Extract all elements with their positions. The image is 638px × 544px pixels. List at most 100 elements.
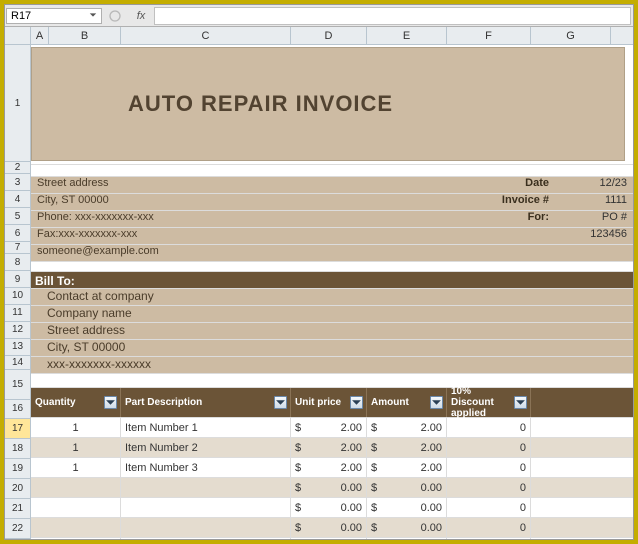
cell-amount[interactable]: $0.00 (367, 498, 447, 517)
row-header-20[interactable]: 20 (5, 479, 30, 499)
cell-desc[interactable] (121, 478, 291, 497)
cell-desc[interactable] (121, 498, 291, 517)
filter-dropdown-icon[interactable] (274, 396, 287, 409)
row-header-22[interactable]: 22 (5, 519, 30, 539)
row-header-21[interactable]: 21 (5, 499, 30, 519)
column-header-A[interactable]: A (31, 27, 49, 44)
cell-unitprice[interactable]: $0.00 (291, 498, 367, 517)
cell-discount[interactable]: 0 (447, 538, 531, 539)
cell-amount[interactable]: $2.00 (367, 438, 447, 457)
cell-discount[interactable]: 0 (447, 418, 531, 437)
row-header-17[interactable]: 17 (5, 419, 30, 439)
row-5: Phone: xxx-xxxxxxx-xxx For: PO # (31, 211, 633, 228)
sender-fax: Fax:xxx-xxxxxxx-xxx (31, 228, 137, 244)
row-header-11[interactable]: 11 (5, 305, 30, 322)
cell-desc[interactable]: Item Number 2 (121, 438, 291, 457)
cell-qty[interactable] (31, 538, 121, 539)
th-amount[interactable]: Amount (367, 388, 447, 417)
cell-qty[interactable] (31, 518, 121, 537)
sheet-area: 12345678910111213141516171819202122 AUTO… (5, 45, 633, 539)
cell-qty[interactable] (31, 478, 121, 497)
row-header-4[interactable]: 4 (5, 191, 30, 208)
row-header-9[interactable]: 9 (5, 271, 30, 288)
cell-qty[interactable] (31, 498, 121, 517)
cell-unitprice[interactable]: $2.00 (291, 418, 367, 437)
th-quantity[interactable]: Quantity (31, 388, 121, 417)
cell-amount[interactable]: $0.00 (367, 478, 447, 497)
th-unitprice[interactable]: Unit price (291, 388, 367, 417)
formula-input[interactable] (154, 7, 631, 25)
cell-discount[interactable]: 0 (447, 498, 531, 517)
filter-dropdown-icon[interactable] (430, 396, 443, 409)
row-header-6[interactable]: 6 (5, 225, 30, 242)
sender-citystate: City, ST 00000 (31, 194, 109, 210)
cell-desc[interactable]: Item Number 3 (121, 458, 291, 477)
table-row: 1Item Number 2$2.00$2.000 (31, 438, 633, 458)
column-header-G[interactable]: G (531, 27, 611, 44)
cell-discount[interactable]: 0 (447, 478, 531, 497)
billto-contact: Contact at company (31, 289, 633, 306)
row-header-1[interactable]: 1 (5, 45, 30, 162)
meta-for-label: For: (491, 211, 555, 227)
row-header-2[interactable]: 2 (5, 162, 30, 174)
row-1: AUTO REPAIR INVOICE (31, 47, 633, 165)
row-header-7[interactable]: 7 (5, 242, 30, 254)
row-header-10[interactable]: 10 (5, 288, 30, 305)
cell-discount[interactable]: 0 (447, 458, 531, 477)
cell-qty[interactable]: 1 (31, 458, 121, 477)
filter-dropdown-icon[interactable] (350, 396, 363, 409)
sender-street: Street address (31, 177, 109, 193)
column-header-C[interactable]: C (121, 27, 291, 44)
billto-header: Bill To: (31, 272, 633, 289)
column-header-F[interactable]: F (447, 27, 531, 44)
invoice-title: AUTO REPAIR INVOICE (128, 91, 393, 117)
table-row: $0.00$0.000 (31, 498, 633, 518)
row-header-18[interactable]: 18 (5, 439, 30, 459)
meta-date-label: Date (491, 177, 555, 193)
cell-unitprice[interactable]: $2.00 (291, 458, 367, 477)
cell-qty[interactable]: 1 (31, 418, 121, 437)
cell-unitprice[interactable]: $0.00 (291, 518, 367, 537)
cell-desc[interactable] (121, 518, 291, 537)
cell-amount[interactable]: $2.00 (367, 418, 447, 437)
row-header-5[interactable]: 5 (5, 208, 30, 225)
row-header-13[interactable]: 13 (5, 339, 30, 356)
table-row: 1Item Number 3$2.00$2.000 (31, 458, 633, 478)
row-header-15[interactable]: 15 (5, 370, 30, 400)
row-3: Street address Date 12/23 (31, 177, 633, 194)
cell-desc[interactable]: Item Number 1 (121, 418, 291, 437)
th-discount[interactable]: 10% Discount applied (447, 388, 531, 417)
cell-unitprice[interactable]: $2.00 (291, 438, 367, 457)
select-all-corner[interactable] (5, 27, 31, 44)
filter-dropdown-icon[interactable] (514, 396, 527, 409)
cell-unitprice[interactable]: $0.00 (291, 478, 367, 497)
cell-discount[interactable]: 0 (447, 518, 531, 537)
cell-discount[interactable]: 0 (447, 438, 531, 457)
cell-unitprice[interactable]: $0.00 (291, 538, 367, 539)
table-row: $0.00$0.000 (31, 518, 633, 538)
row-header-12[interactable]: 12 (5, 322, 30, 339)
column-header-D[interactable]: D (291, 27, 367, 44)
billto-company: Company name (31, 306, 633, 323)
filter-dropdown-icon[interactable] (104, 396, 117, 409)
column-header-E[interactable]: E (367, 27, 447, 44)
cell-desc[interactable] (121, 538, 291, 539)
name-box[interactable]: R17 (6, 8, 102, 24)
cell-amount[interactable]: $0.00 (367, 518, 447, 537)
row-header-8[interactable]: 8 (5, 254, 30, 271)
meta-invoice-value: 1111 (555, 194, 633, 210)
cell-qty[interactable]: 1 (31, 438, 121, 457)
th-description[interactable]: Part Description (121, 388, 291, 417)
name-box-dropdown-icon[interactable] (89, 10, 97, 22)
row-header-16[interactable]: 16 (5, 400, 30, 420)
cells-content[interactable]: AUTO REPAIR INVOICE Street address Date … (31, 45, 633, 539)
table-row: 1Item Number 1$2.00$2.000 (31, 418, 633, 438)
row-header-14[interactable]: 14 (5, 356, 30, 370)
cell-amount[interactable]: $0.00 (367, 538, 447, 539)
cell-amount[interactable]: $2.00 (367, 458, 447, 477)
fx-icon[interactable]: fx (132, 10, 150, 22)
row-header-3[interactable]: 3 (5, 174, 30, 191)
row-2 (31, 165, 633, 177)
row-header-19[interactable]: 19 (5, 459, 30, 479)
column-header-B[interactable]: B (49, 27, 121, 44)
